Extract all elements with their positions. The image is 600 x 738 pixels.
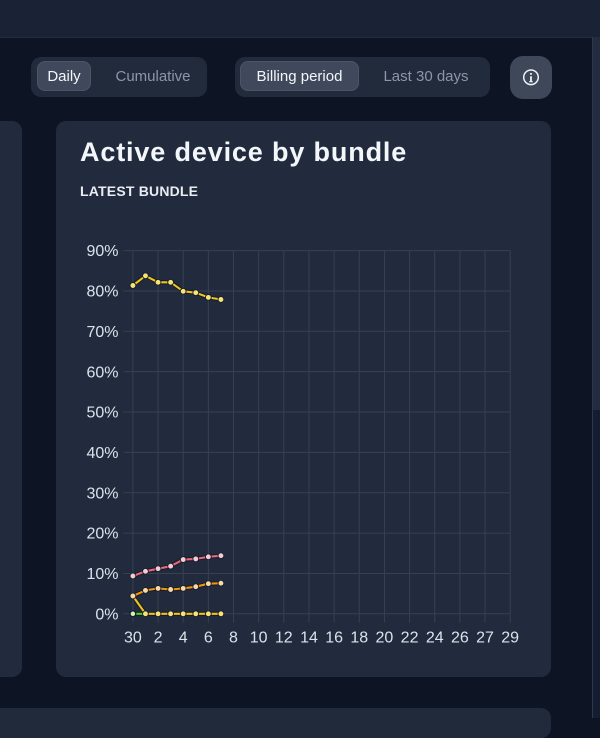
svg-text:14: 14	[300, 630, 318, 647]
svg-text:29: 29	[501, 630, 519, 647]
svg-text:8: 8	[229, 630, 238, 647]
svg-text:50%: 50%	[86, 405, 118, 422]
svg-text:10%: 10%	[86, 566, 118, 583]
svg-text:18: 18	[350, 630, 368, 647]
svg-text:20: 20	[376, 630, 394, 647]
svg-text:26: 26	[451, 630, 469, 647]
svg-text:12: 12	[275, 630, 293, 647]
svg-text:20%: 20%	[86, 526, 118, 543]
svg-text:16: 16	[325, 630, 343, 647]
svg-text:10: 10	[250, 630, 268, 647]
svg-text:4: 4	[179, 630, 188, 647]
svg-text:27: 27	[476, 630, 494, 647]
svg-text:30%: 30%	[86, 485, 118, 502]
svg-text:0%: 0%	[95, 606, 118, 623]
svg-text:2: 2	[154, 630, 163, 647]
svg-text:70%: 70%	[86, 324, 118, 341]
svg-text:80%: 80%	[86, 284, 118, 301]
svg-text:40%: 40%	[86, 445, 118, 462]
svg-text:60%: 60%	[86, 364, 118, 381]
svg-text:22: 22	[401, 630, 419, 647]
svg-text:24: 24	[426, 630, 444, 647]
svg-text:6: 6	[204, 630, 213, 647]
svg-text:30: 30	[124, 630, 142, 647]
svg-text:90%: 90%	[86, 243, 118, 260]
